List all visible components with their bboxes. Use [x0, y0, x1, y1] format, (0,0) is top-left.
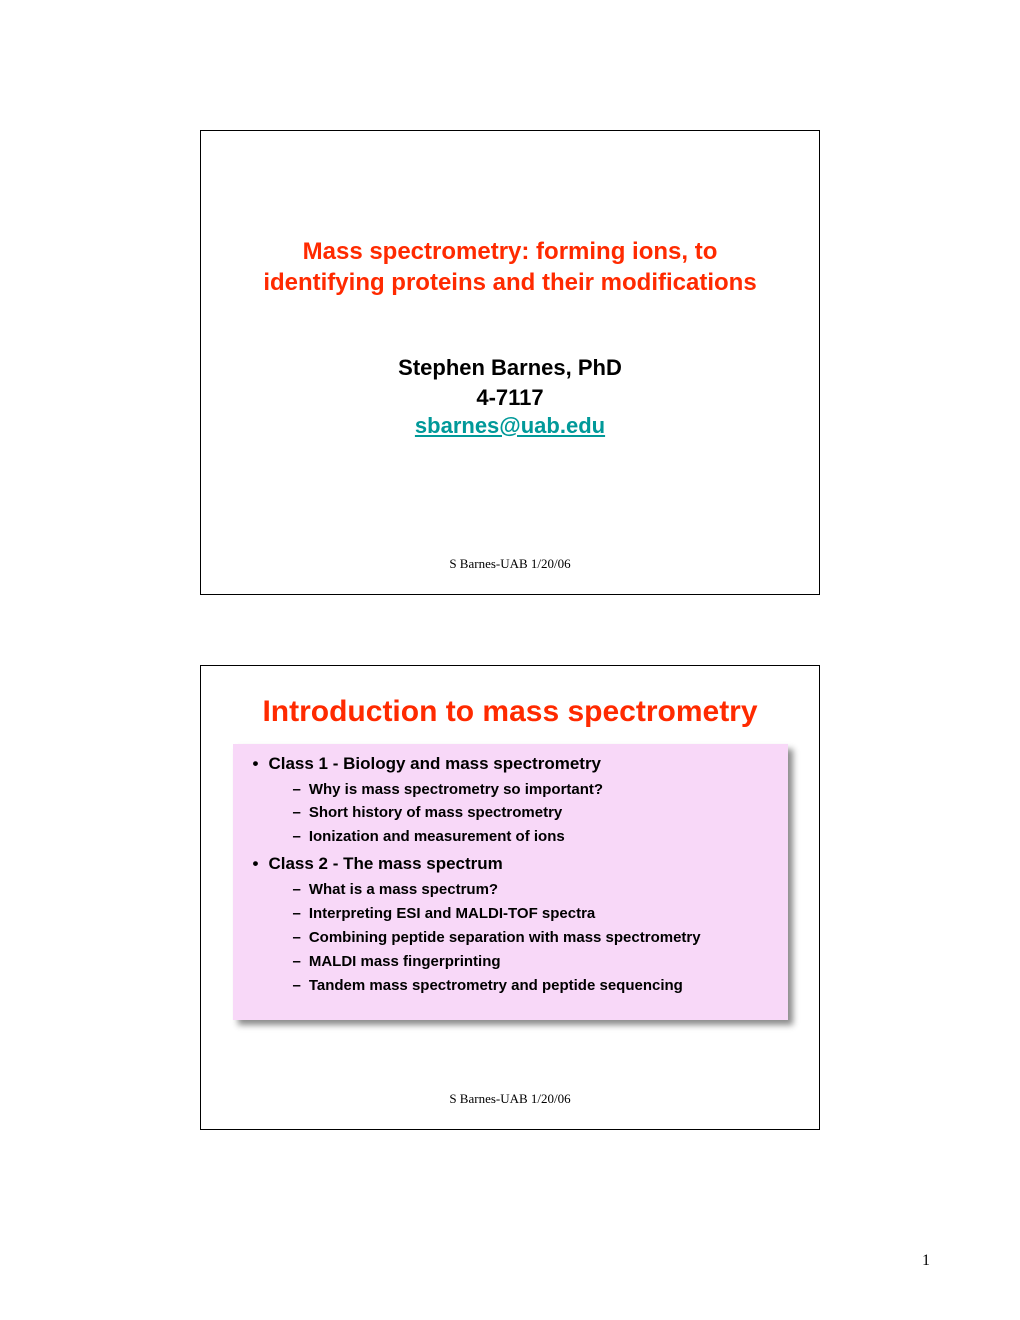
class1-item: Why is mass spectrometry so important?: [293, 778, 776, 801]
class2-item: Interpreting ESI and MALDI-TOF spectra: [293, 902, 776, 926]
slide2-footer: S Barnes-UAB 1/20/06: [201, 1091, 819, 1107]
page-container: Mass spectrometry: forming ions, to iden…: [0, 0, 1020, 1320]
class1-item: Ionization and measurement of ions: [293, 825, 776, 848]
slide1-author-phone: 4-7117: [241, 383, 779, 413]
slide1-author-name: Stephen Barnes, PhD: [241, 353, 779, 383]
class1-sublist: Why is mass spectrometry so important? S…: [293, 778, 776, 848]
class2-item: MALDI mass fingerprinting: [293, 950, 776, 974]
slide1-title: Mass spectrometry: forming ions, to iden…: [241, 236, 779, 298]
class2-heading: Class 2 - The mass spectrum: [245, 854, 776, 874]
slide2-title: Introduction to mass spectrometry: [231, 694, 789, 730]
class1-heading: Class 1 - Biology and mass spectrometry: [245, 754, 776, 774]
class2-sublist: What is a mass spectrum? Interpreting ES…: [293, 878, 776, 998]
slide1-author-email: sbarnes@uab.edu: [241, 413, 779, 439]
class2-item: Tandem mass spectrometry and peptide seq…: [293, 974, 776, 998]
class1-item: Short history of mass spectrometry: [293, 801, 776, 824]
content-box: Class 1 - Biology and mass spectrometry …: [233, 744, 788, 1020]
slide1-footer: S Barnes-UAB 1/20/06: [201, 556, 819, 572]
slide-2: Introduction to mass spectrometry Class …: [200, 665, 820, 1130]
class2-item: Combining peptide separation with mass s…: [293, 926, 776, 950]
class2-item: What is a mass spectrum?: [293, 878, 776, 902]
slide-1: Mass spectrometry: forming ions, to iden…: [200, 130, 820, 595]
page-number: 1: [922, 1252, 930, 1270]
